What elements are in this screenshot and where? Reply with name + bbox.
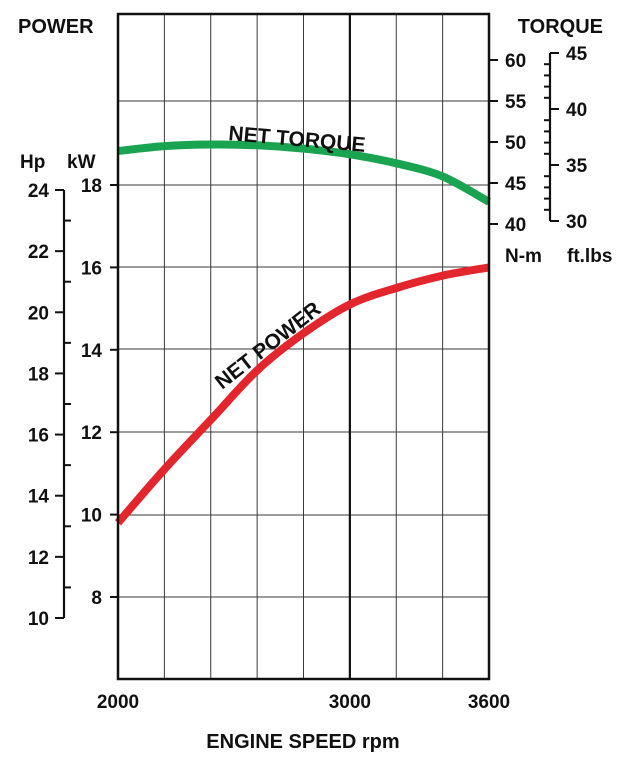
grid	[118, 14, 489, 679]
nm-tick-label: 45	[505, 174, 527, 195]
kw-tick-label: 18	[81, 176, 102, 197]
net-power-label: NET POWER	[211, 298, 325, 394]
plot-frame	[116, 12, 491, 681]
hp-tick-label: 24	[28, 181, 50, 202]
ftlbs-tick-label: 45	[566, 44, 588, 65]
hp-tick-label: 22	[28, 242, 49, 263]
series-layer	[114, 140, 491, 526]
ftlbs-tick-label: 30	[566, 212, 587, 233]
x-tick-label: 3600	[468, 692, 510, 713]
kw-tick-label: 16	[81, 258, 102, 279]
hp-tick-label: 16	[28, 426, 49, 447]
hp-tick-label: 20	[28, 303, 49, 324]
kw-tick-label: 10	[81, 506, 102, 527]
nm-tick-label: 55	[505, 92, 527, 113]
nm-tick-label: 50	[505, 133, 526, 154]
right-axis-title: TORQUE	[518, 16, 603, 38]
axes-layer: 2000 3000 3600 8 10 12 14 16 18 10 12 14 16 18 20 22 24 4…	[28, 12, 588, 713]
kw-tick-label: 14	[81, 341, 103, 362]
ftlbs-unit-label: ft.lbs	[567, 246, 612, 267]
nm-tick-label: 60	[505, 51, 526, 72]
x-tick-label: 3000	[329, 692, 371, 713]
hp-tick-label: 10	[28, 609, 49, 630]
kw-unit-label: kW	[67, 152, 96, 173]
nm-unit-label: N-m	[505, 246, 542, 267]
left-axis-title: POWER	[18, 16, 94, 38]
x-tick-label: 2000	[97, 692, 139, 713]
hp-unit-label: Hp	[20, 152, 45, 173]
hp-tick-label: 14	[28, 487, 50, 508]
hp-tick-label: 18	[28, 364, 49, 385]
kw-tick-label: 8	[91, 588, 102, 609]
x-axis-label: ENGINE SPEED rpm	[206, 731, 399, 753]
series-line-net-torque	[117, 140, 491, 206]
ftlbs-tick-label: 40	[566, 100, 587, 121]
kw-tick-label: 12	[81, 423, 102, 444]
series-line-net-power	[114, 263, 490, 526]
hp-tick-label: 12	[28, 548, 49, 569]
ftlbs-tick-label: 35	[566, 156, 588, 177]
nm-tick-label: 40	[505, 215, 526, 236]
